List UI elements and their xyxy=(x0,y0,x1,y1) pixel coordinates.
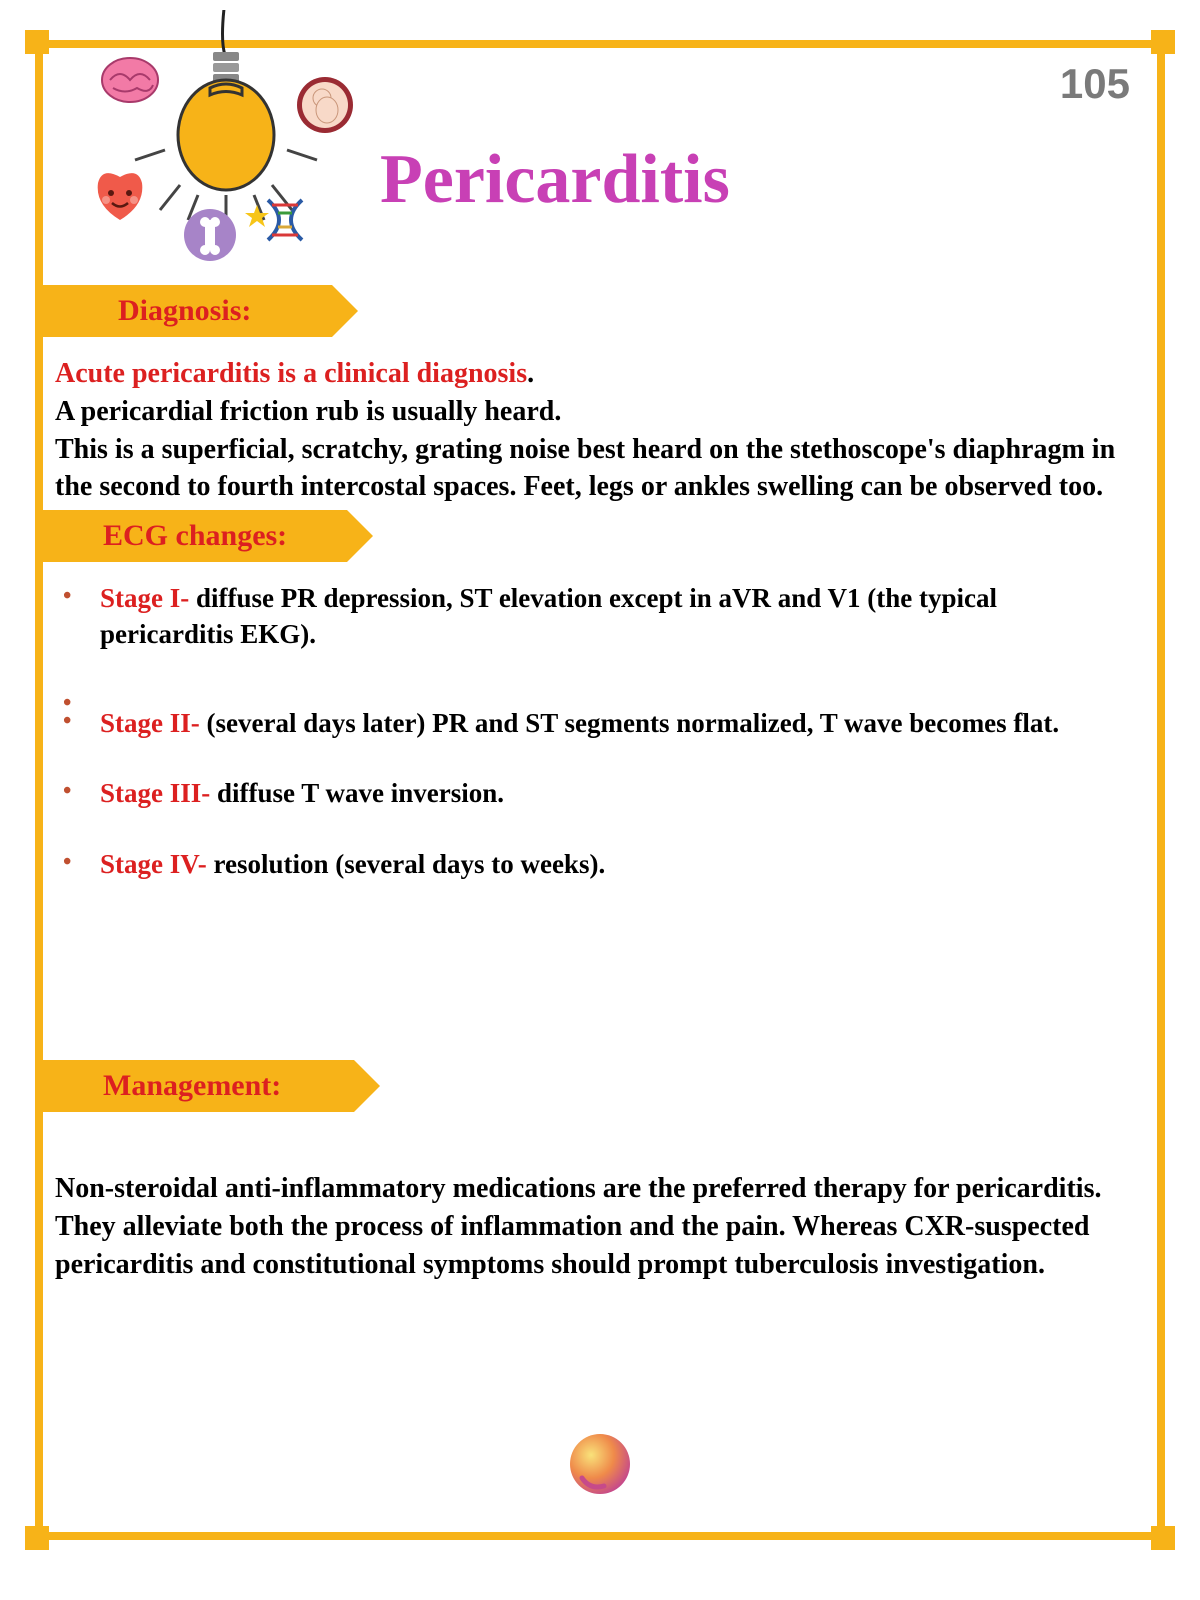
section-heading-diagnosis: Diagnosis: xyxy=(43,285,358,337)
ecg-item: Stage II- (several days later) PR and ST… xyxy=(55,705,1130,741)
ecg-stage-label: Stage II- xyxy=(100,708,200,738)
ecg-stage-text: (several days later) PR and ST segments … xyxy=(200,708,1059,738)
hero-icon-cluster xyxy=(70,10,370,270)
section-heading-ecg: ECG changes: xyxy=(43,510,373,562)
ecg-stage-label: Stage I- xyxy=(100,583,189,613)
corner-decoration xyxy=(25,1526,49,1550)
corner-decoration xyxy=(25,30,49,54)
ecg-stage-label: Stage III- xyxy=(100,778,210,808)
ecg-item: Stage IV- resolution (several days to we… xyxy=(55,846,1130,882)
ecg-stage-label: Stage IV- xyxy=(100,849,207,879)
ecg-item: Stage III- diffuse T wave inversion. xyxy=(55,775,1130,811)
corner-decoration xyxy=(1151,30,1175,54)
management-content: Non-steroidal anti-inflammatory medicati… xyxy=(55,1170,1130,1283)
ecg-item: Stage I- diffuse PR depression, ST eleva… xyxy=(55,580,1130,653)
section-heading-management: Management: xyxy=(43,1060,380,1112)
ecg-item-empty xyxy=(55,687,1130,705)
diagnosis-content: Acute pericarditis is a clinical diagnos… xyxy=(55,355,1130,506)
page-title: Pericarditis xyxy=(380,140,730,220)
page-number: 105 xyxy=(1060,60,1130,108)
diagnosis-lead: Acute pericarditis is a clinical diagnos… xyxy=(55,358,527,389)
ecg-stage-text: resolution (several days to weeks). xyxy=(207,849,605,879)
period: . xyxy=(527,358,534,389)
footer-orb-icon xyxy=(564,1428,636,1500)
ecg-list: Stage I- diffuse PR depression, ST eleva… xyxy=(55,580,1130,916)
ecg-stage-text: diffuse T wave inversion. xyxy=(210,778,504,808)
corner-decoration xyxy=(1151,1526,1175,1550)
diagnosis-body: A pericardial friction rub is usually he… xyxy=(55,396,1115,503)
ecg-stage-text: diffuse PR depression, ST elevation exce… xyxy=(100,583,997,649)
